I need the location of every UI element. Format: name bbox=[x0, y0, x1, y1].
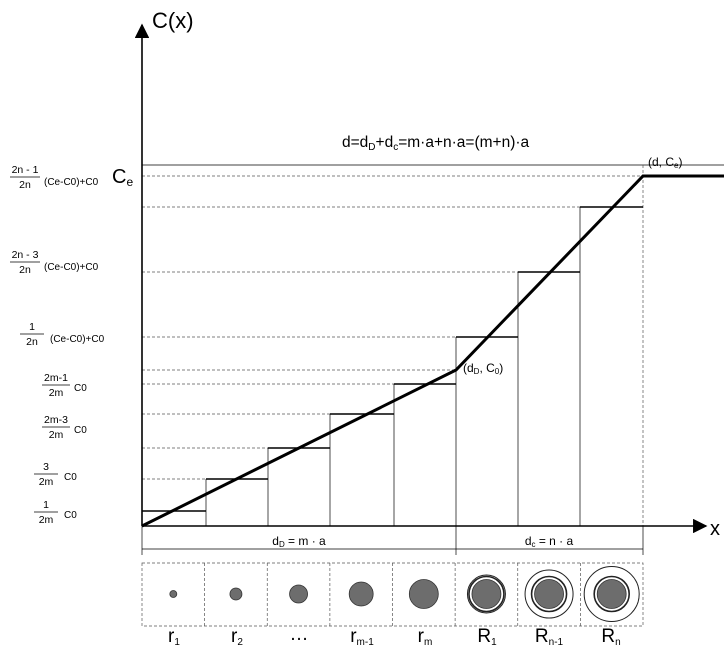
cell-label-R1: R1 bbox=[477, 626, 497, 648]
cell-label-r2: r2 bbox=[231, 626, 243, 648]
svg-text:C0: C0 bbox=[64, 472, 77, 483]
y-axis-label: C(x) bbox=[152, 8, 194, 33]
dd-dimension-label: dD = m · a bbox=[272, 534, 326, 549]
dc-dimension-label: dc = n · a bbox=[525, 534, 574, 549]
label-2n1: 2n - 1 2n (Ce-C0)+C0 bbox=[10, 164, 99, 191]
svg-text:2n: 2n bbox=[19, 179, 31, 191]
concentration-curve bbox=[141, 174, 724, 528]
svg-text:C0: C0 bbox=[74, 425, 87, 436]
particle-core bbox=[169, 590, 178, 598]
particle-core bbox=[408, 579, 439, 609]
cell-label-Rn-1: Rn-1 bbox=[535, 626, 564, 648]
svg-text:C0: C0 bbox=[64, 510, 77, 521]
vertical-boundaries bbox=[205, 165, 644, 526]
svg-text:1: 1 bbox=[43, 499, 49, 511]
particle-core bbox=[229, 587, 243, 601]
dimension-lines: dD = m · a dc = n · a bbox=[141, 526, 644, 555]
svg-text:(Ce-C0)+C0: (Ce-C0)+C0 bbox=[44, 262, 99, 273]
label-2m1: 2m-1 2m C0 bbox=[42, 372, 87, 399]
svg-text:2n: 2n bbox=[26, 336, 38, 348]
label-2n3: 2n - 3 2n (Ce-C0)+C0 bbox=[10, 249, 99, 276]
svg-text:2n: 2n bbox=[19, 264, 31, 276]
particle-cells bbox=[141, 562, 644, 627]
particle-core-ring bbox=[530, 575, 568, 613]
svg-text:(Ce-C0)+C0: (Ce-C0)+C0 bbox=[44, 177, 99, 188]
mid-point-label: (dD, C0) bbox=[463, 361, 503, 376]
horizontal-guides bbox=[142, 175, 643, 512]
cell-label-r1: r1 bbox=[168, 626, 180, 648]
cell-label-Rn: Rn bbox=[601, 626, 620, 648]
particle-core bbox=[471, 579, 502, 609]
svg-text:2m: 2m bbox=[39, 476, 54, 488]
end-point-label: (d, Ce) bbox=[648, 155, 682, 170]
particle-core bbox=[289, 584, 308, 604]
svg-text:2n - 3: 2n - 3 bbox=[12, 249, 39, 261]
cell-label-ellipsis: … bbox=[290, 624, 309, 645]
label-1n: 1 2n (Ce-C0)+C0 bbox=[20, 321, 105, 348]
label-1m: 1 2m C0 bbox=[34, 499, 77, 526]
particle-core bbox=[596, 579, 627, 609]
particle-core bbox=[348, 581, 374, 607]
label-3m: 3 2m C0 bbox=[34, 461, 77, 488]
svg-text:2m: 2m bbox=[49, 429, 64, 441]
particle-core bbox=[534, 579, 564, 609]
svg-text:2n - 1: 2n - 1 bbox=[12, 164, 39, 176]
x-axis-label: x bbox=[710, 518, 720, 540]
svg-text:(Ce-C0)+C0: (Ce-C0)+C0 bbox=[50, 334, 105, 345]
svg-text:2m-1: 2m-1 bbox=[44, 372, 68, 384]
cell-label-rm-1: rm-1 bbox=[350, 626, 374, 648]
svg-text:2m-3: 2m-3 bbox=[44, 414, 68, 426]
svg-text:2m: 2m bbox=[39, 514, 54, 526]
particle-core-ring bbox=[593, 575, 630, 613]
svg-text:1: 1 bbox=[29, 321, 35, 333]
svg-text:C0: C0 bbox=[74, 383, 87, 394]
svg-text:3: 3 bbox=[43, 461, 49, 473]
cell-label-rm: rm bbox=[418, 626, 433, 648]
cell-labels: r1 r2 … rm-1 rm R1 Rn-1 Rn bbox=[168, 624, 621, 648]
label-2m3: 2m-3 2m C0 bbox=[42, 414, 87, 441]
equation-text: d=dD+dc=m·a+n·a=(m+n)·a bbox=[342, 134, 530, 153]
particle-core-ring bbox=[468, 575, 505, 613]
svg-text:2m: 2m bbox=[49, 387, 64, 399]
y-axis-labels: Ce 2n - 1 2n (Ce-C0)+C0 2n - 3 2n (Ce-C0… bbox=[10, 164, 133, 526]
ce-label: Ce bbox=[112, 166, 133, 189]
